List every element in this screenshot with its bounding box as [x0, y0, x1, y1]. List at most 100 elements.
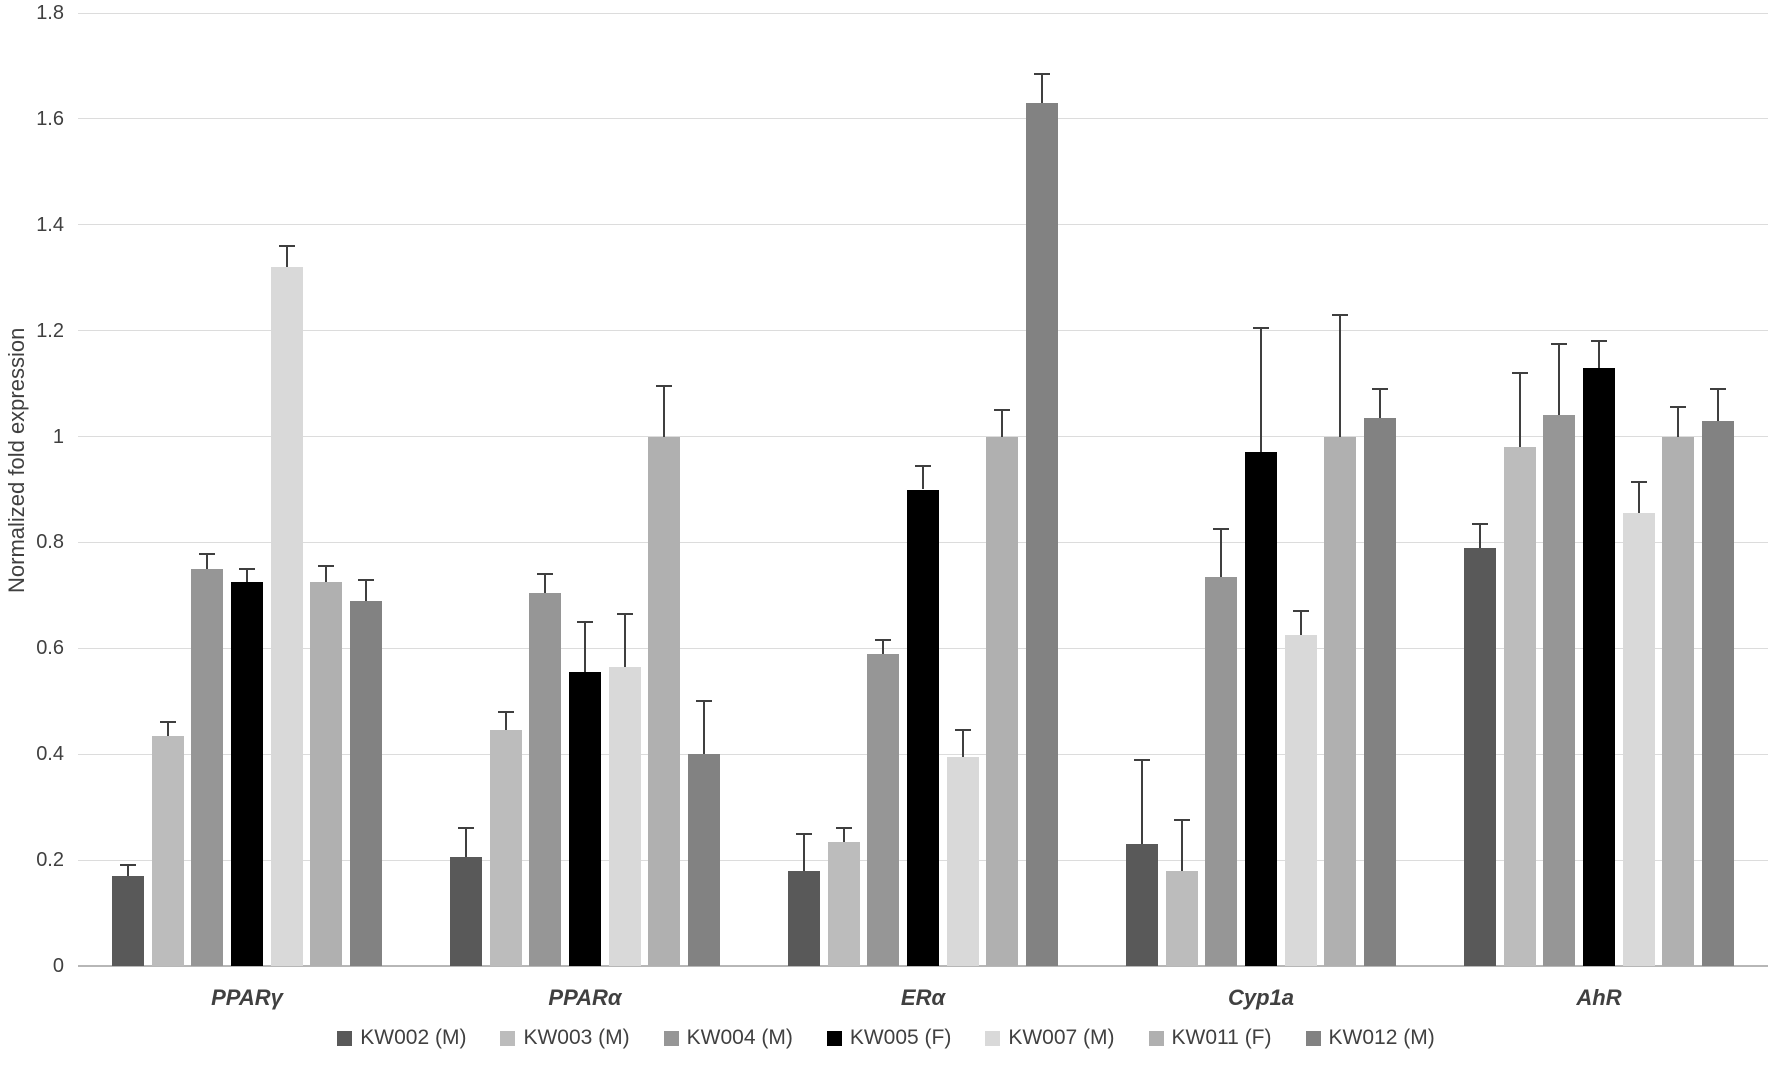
error-bar-cap: [1472, 522, 1489, 525]
bar: [608, 666, 641, 966]
error-bar-cap: [1630, 480, 1647, 483]
bar: [648, 436, 681, 966]
bar: [1165, 870, 1198, 966]
error-bar-line: [504, 711, 507, 731]
error-bar-cap: [577, 620, 593, 623]
y-tick-label: 0.4: [36, 743, 64, 766]
error-bar-cap: [1670, 406, 1687, 409]
bar: [1662, 436, 1695, 966]
legend-swatch: [337, 1030, 353, 1046]
legend-item: KW011 (F): [1148, 1026, 1272, 1050]
bar: [1126, 844, 1159, 966]
error-bar-line: [1180, 820, 1183, 871]
error-bar-line: [803, 833, 806, 871]
legend-swatch: [826, 1030, 842, 1046]
error-bar-line: [1479, 523, 1482, 548]
error-bar-line: [1040, 73, 1043, 103]
error-bar-cap: [915, 464, 931, 467]
y-tick-label: 1: [52, 425, 64, 448]
legend: KW002 (M) KW003 (M) KW004 (M) KW005 (F) KW00…: [0, 1026, 1772, 1050]
error-bar-cap: [656, 385, 673, 388]
error-bar-cap: [278, 244, 295, 247]
bar: [1025, 103, 1058, 966]
error-bar-line: [1299, 611, 1302, 636]
error-bar-cap: [357, 578, 374, 581]
bar: [946, 756, 979, 966]
bar: [151, 735, 184, 966]
bar: [529, 592, 562, 966]
error-bar-line: [663, 386, 666, 437]
error-bar-line: [702, 701, 705, 755]
y-tick-label: 1.2: [36, 319, 64, 342]
error-bar-cap: [796, 832, 813, 835]
legend-label: KW007 (M): [1008, 1026, 1115, 1049]
error-bar-line: [882, 640, 885, 654]
x-axis-line: [78, 965, 1768, 967]
error-bar-line: [364, 579, 367, 601]
bar: [1464, 547, 1497, 966]
error-bar-line: [127, 865, 130, 876]
error-bar-line: [325, 566, 328, 583]
error-bar-cap: [994, 409, 1011, 412]
bar: [986, 436, 1019, 966]
error-bar-cap: [1292, 610, 1309, 613]
y-tick-label: 1.8: [36, 2, 64, 24]
error-bar-line: [961, 730, 964, 757]
y-tick-label: 1.6: [36, 107, 64, 130]
bar: [788, 870, 821, 966]
category-label: ERα: [900, 985, 946, 1010]
legend-label: KW005 (F): [849, 1026, 952, 1049]
bar: [687, 754, 720, 966]
grid-line: [78, 436, 1768, 438]
bar: [112, 875, 145, 966]
bar: [1363, 418, 1396, 966]
category-label: AhR: [1576, 985, 1622, 1010]
bar: [231, 582, 263, 966]
error-bar-cap: [1134, 758, 1151, 761]
error-bar-cap: [1033, 72, 1050, 75]
error-bar-cap: [1213, 528, 1230, 531]
bar: [1503, 447, 1536, 966]
bar: [349, 600, 382, 966]
error-bar-line: [1339, 314, 1342, 437]
bar: [191, 568, 224, 966]
error-bar-line: [1637, 481, 1640, 514]
error-bar-line: [544, 574, 547, 593]
legend-swatch: [500, 1030, 516, 1046]
error-bar-cap: [159, 721, 176, 724]
error-bar-cap: [1511, 372, 1528, 375]
error-bar-line: [1260, 328, 1262, 453]
error-bar-cap: [239, 567, 255, 570]
bar: [1324, 436, 1357, 966]
grid-line: [78, 118, 1768, 120]
legend-label: KW002 (M): [360, 1026, 467, 1049]
bar: [1583, 367, 1615, 966]
error-bar-line: [1141, 759, 1144, 845]
error-bar-line: [1558, 343, 1561, 416]
error-bar-cap: [875, 639, 892, 642]
grid-line: [78, 224, 1768, 226]
bar: [270, 267, 303, 966]
error-bar-line: [1716, 388, 1719, 421]
bar: [1205, 576, 1238, 966]
bar: [1701, 420, 1734, 966]
bar: [1622, 513, 1655, 966]
bar: [489, 730, 522, 966]
y-tick-label: 0.6: [36, 637, 64, 660]
error-bar-cap: [120, 864, 137, 867]
bar: [1284, 635, 1317, 966]
error-bar-cap: [954, 729, 971, 732]
y-tick-label: 0.2: [36, 849, 64, 872]
error-bar-line: [1378, 388, 1381, 418]
bar: [867, 653, 900, 966]
legend-item: KW012 (M): [1305, 1026, 1435, 1050]
y-tick-label: 1.4: [36, 213, 64, 236]
bar: [569, 672, 601, 966]
error-bar-line: [842, 828, 845, 842]
legend-item: KW003 (M): [500, 1026, 630, 1050]
error-bar-cap: [1332, 313, 1349, 316]
error-bar-cap: [537, 573, 554, 576]
legend-item: KW007 (M): [985, 1026, 1115, 1050]
error-bar-line: [922, 465, 924, 490]
y-tick-label: 0: [52, 955, 64, 977]
